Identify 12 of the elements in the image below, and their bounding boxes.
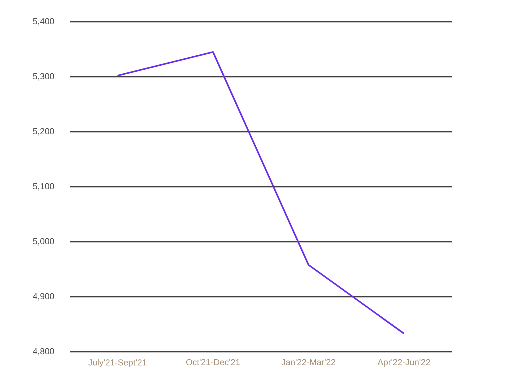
x-tick-label: Apr'22-Jun'22: [378, 359, 430, 368]
x-tick-label: Oct'21-Dec'21: [186, 359, 240, 366]
y-tick-label: 5,100: [33, 183, 54, 191]
x-tick-label: Jan'22-Mar'22: [282, 359, 336, 366]
y-tick-label: 4,900: [33, 293, 54, 301]
y-tick-label: 4,800: [33, 348, 54, 356]
y-tick-label: 5,300: [33, 73, 54, 81]
y-tick-label: 5,000: [33, 238, 54, 246]
x-tick-label: July'21-Sept'21: [88, 359, 147, 368]
line-series: [116, 51, 406, 335]
y-tick-label: 5,400: [33, 18, 54, 26]
y-tick-label: 5,200: [33, 128, 54, 136]
